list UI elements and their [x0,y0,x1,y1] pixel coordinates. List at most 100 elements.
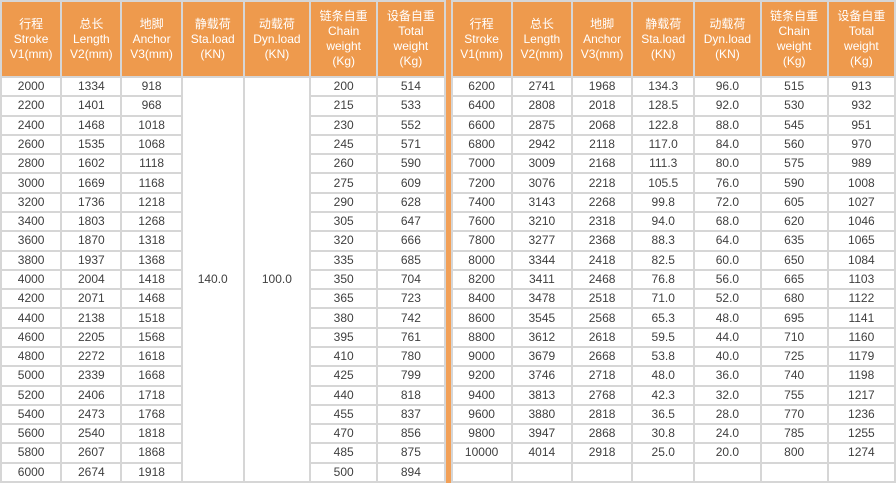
cell-sta-load-merged: 140.0 [182,78,243,481]
cell-total-weight: 1179 [828,347,894,366]
cell-stroke: 5400 [2,405,61,424]
cell-chain-weight: 530 [761,97,827,115]
cell-stroke: 6600 [452,116,511,134]
table-divider [445,0,451,483]
cell-total-weight: 989 [828,155,894,173]
cell-chain-weight: 335 [311,251,377,269]
cell-total-weight: 609 [378,174,444,192]
cell-chain-weight: 755 [761,386,827,404]
table-row: 7000 3009 2168 111.3 80.0 575 989 [452,155,894,173]
cell-total-weight: 970 [828,135,894,154]
table-row: 8800 3612 2618 59.5 44.0 710 1160 [452,328,894,346]
cell-anchor: 2418 [572,251,632,269]
cell-dyn-load: 28.0 [695,405,760,424]
cell-total-weight: 856 [378,425,444,443]
cell-total-weight: 685 [378,251,444,269]
table-row: 8600 3545 2568 65.3 48.0 695 1141 [452,309,894,327]
header-row: 行程 Stroke V1(mm) 总长 Length V2(mm) 地脚 Ancho… [2,2,444,76]
cell-stroke: 3200 [2,193,61,211]
cell-anchor: 2218 [572,174,632,192]
cell-stroke: 4000 [2,270,61,289]
cell-anchor: 2068 [572,116,632,134]
cell-stroke [452,463,511,481]
cell-anchor: 1618 [122,347,181,366]
cell-dyn-load: 60.0 [695,251,760,269]
cell-anchor: 1168 [122,174,181,192]
cell-anchor: 1668 [122,367,181,385]
cell-sta-load: 82.5 [633,251,694,269]
spec-table-right: 行程 Stroke V1(mm) 总长 Length V2(mm) 地脚 Ancho… [450,0,896,483]
cell-dyn-load: 88.0 [695,116,760,134]
cell-stroke: 2800 [2,155,61,173]
cell-total-weight: 875 [378,444,444,462]
cell-chain-weight: 320 [311,232,377,250]
cell-length: 2004 [62,270,121,289]
cell-length: 2875 [512,116,571,134]
cell-anchor [572,463,632,481]
cell-length: 2473 [62,405,121,424]
cell-sta-load: 48.0 [633,367,694,385]
cell-anchor: 2868 [572,425,632,443]
cell-dyn-load: 24.0 [695,425,760,443]
cell-stroke: 7200 [452,174,511,192]
cell-chain-weight: 515 [761,78,827,96]
cell-chain-weight: 485 [311,444,377,462]
cell-chain-weight: 425 [311,367,377,385]
cell-chain-weight: 395 [311,328,377,346]
cell-length: 2674 [62,463,121,481]
cell-stroke: 2400 [2,116,61,134]
cell-anchor: 1318 [122,232,181,250]
header-cell-sta-load: 静载荷 Sta.load (KN) [182,2,243,76]
cell-length: 4014 [512,444,571,462]
cell-sta-load: 128.5 [633,97,694,115]
cell-dyn-load-merged: 100.0 [244,78,310,481]
cell-chain-weight: 440 [311,386,377,404]
table-row: 7400 3143 2268 99.8 72.0 605 1027 [452,193,894,211]
cell-length: 2138 [62,309,121,327]
cell-stroke: 6000 [2,463,61,481]
cell-stroke: 9000 [452,347,511,366]
table-row: 4800 2272 1618 410 780 [2,347,444,366]
cell-length: 3746 [512,367,571,385]
header-cell-dyn-load: 动载荷 Dyn.load (KN) [244,2,310,76]
cell-stroke: 7400 [452,193,511,211]
cell-stroke: 2200 [2,97,61,115]
cell-dyn-load: 96.0 [695,78,760,96]
cell-chain-weight: 215 [311,97,377,115]
table-row: 2400 1468 1018 230 552 [2,116,444,134]
cell-anchor: 968 [122,97,181,115]
cell-sta-load: 53.8 [633,347,694,366]
cell-chain-weight: 635 [761,232,827,250]
cell-total-weight: 799 [378,367,444,385]
table-row: 6000 2674 1918 500 894 [2,463,444,481]
cell-total-weight: 1008 [828,174,894,192]
cell-chain-weight: 560 [761,135,827,154]
cell-anchor: 1718 [122,386,181,404]
cell-sta-load: 76.8 [633,270,694,289]
cell-stroke: 4800 [2,347,61,366]
cell-total-weight: 1236 [828,405,894,424]
cell-sta-load: 65.3 [633,309,694,327]
cell-length: 3612 [512,328,571,346]
cell-dyn-load: 56.0 [695,270,760,289]
cell-length: 1736 [62,193,121,211]
cell-anchor: 1018 [122,116,181,134]
cell-length: 1803 [62,212,121,231]
cell-anchor: 2668 [572,347,632,366]
cell-total-weight: 1084 [828,251,894,269]
cell-length: 3277 [512,232,571,250]
cell-total-weight: 1274 [828,444,894,462]
cell-anchor: 1768 [122,405,181,424]
header-cell-stroke: 行程 Stroke V1(mm) [2,2,61,76]
cell-dyn-load: 40.0 [695,347,760,366]
cell-total-weight: 666 [378,232,444,250]
table-row: 2200 1401 968 215 533 [2,97,444,115]
cell-length: 1937 [62,251,121,269]
cell-stroke: 8400 [452,290,511,308]
cell-sta-load: 122.8 [633,116,694,134]
cell-stroke: 2600 [2,135,61,154]
table-row: 4000 2004 1418 350 704 [2,270,444,289]
header-cell-chain-weight: 链条自重 Chain weight (Kg) [311,2,377,76]
cell-chain-weight: 350 [311,270,377,289]
